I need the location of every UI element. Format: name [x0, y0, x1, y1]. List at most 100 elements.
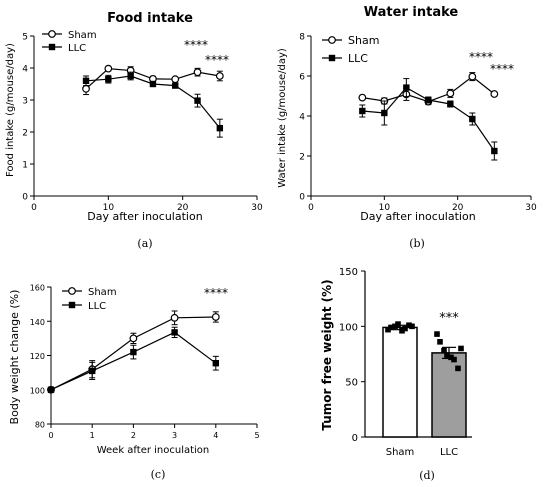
panel-body-weight: Body weight change (%) Week after inocul… — [8, 284, 260, 482]
point-sham — [468, 72, 477, 81]
x-tick-label: 4 — [213, 431, 218, 440]
x-tick-label: LLC — [440, 447, 458, 458]
x-tick-label: 10 — [103, 203, 115, 213]
x-axis-label: Day after inoculation — [87, 210, 202, 223]
y-tick-label: 150 — [339, 267, 358, 278]
point-llc — [172, 82, 179, 89]
point-llc — [469, 115, 476, 123]
significance-label: **** — [204, 286, 228, 300]
significance-label: **** — [469, 50, 493, 64]
x-tick-label: 30 — [251, 203, 263, 213]
caption: (b) — [409, 237, 425, 250]
data-point — [451, 356, 457, 363]
legend-marker — [68, 301, 76, 309]
legend-marker — [48, 30, 56, 38]
legend-label: LLC — [88, 301, 106, 312]
chart-title: Water intake — [364, 5, 459, 20]
legend-label: Sham — [348, 34, 379, 47]
point-llc — [381, 109, 388, 117]
point-sham — [82, 84, 90, 93]
x-axis-label: Day after inoculation — [360, 210, 475, 223]
point-sham — [211, 313, 220, 321]
y-tick-label: 100 — [339, 322, 358, 333]
data-point — [409, 323, 415, 330]
data-point — [458, 345, 464, 352]
data-point — [388, 324, 394, 331]
y-tick-label: 5 — [22, 33, 28, 43]
bar-sham — [382, 326, 418, 438]
panel-tumor-free-weight: Tumor free weight (%) (d) 0 50 100 150 Sham L… — [320, 267, 472, 482]
x-tick-label: 5 — [254, 431, 259, 440]
legend-marker — [328, 36, 336, 44]
point-llc — [105, 76, 112, 83]
data-point — [434, 331, 440, 337]
x-tick-label: 3 — [172, 431, 177, 440]
caption: (a) — [137, 237, 152, 250]
chart-title: Food intake — [107, 11, 193, 26]
data-point — [402, 325, 408, 332]
y-tick-label: 1 — [22, 161, 28, 171]
y-tick-label: 8 — [299, 33, 305, 43]
point-sham — [170, 313, 179, 322]
y-tick-label: 4 — [299, 113, 305, 123]
point-llc — [491, 147, 498, 155]
panel-food-intake: Food intake Food intake (g/mouse/day) Da… — [5, 11, 263, 250]
point-sham — [129, 334, 138, 343]
legend-label: LLC — [348, 52, 368, 65]
point-llc — [89, 367, 96, 375]
data-point — [395, 321, 401, 327]
legend-label: Sham — [88, 287, 117, 298]
significance-label: **** — [205, 53, 229, 67]
data-point — [444, 352, 450, 358]
y-axis-label: Food intake (g/mouse/day) — [5, 43, 16, 177]
point-sham — [193, 68, 202, 77]
y-tick-label: 4 — [22, 65, 28, 75]
point-sham — [446, 89, 455, 98]
x-tick-label: 20 — [452, 203, 464, 213]
point-sham — [490, 90, 499, 98]
point-sham — [171, 75, 180, 84]
y-axis-label: Water intake (g/mouse/day) — [277, 48, 288, 188]
point-llc — [149, 80, 157, 88]
data-point — [455, 365, 461, 372]
y-tick-label: 2 — [299, 153, 305, 163]
data-point — [441, 347, 447, 354]
y-tick-label: 0 — [299, 193, 305, 203]
legend-label: Sham — [68, 30, 97, 41]
point-llc — [47, 386, 55, 393]
x-tick-label: 10 — [379, 203, 391, 213]
y-tick-label: 3 — [22, 97, 28, 107]
data-point — [399, 327, 405, 334]
point-llc — [403, 84, 410, 91]
y-tick-label: 0 — [22, 193, 28, 203]
caption: (c) — [151, 468, 166, 481]
y-tick-label: 2 — [22, 129, 28, 139]
point-llc — [212, 360, 219, 367]
y-tick-label: 80 — [35, 421, 45, 430]
data-point — [437, 339, 443, 345]
x-tick-label: 0 — [308, 203, 314, 213]
legend-label: LLC — [68, 43, 86, 54]
caption: (d) — [419, 469, 435, 482]
x-tick-label: 30 — [525, 203, 537, 213]
y-tick-label: 50 — [345, 378, 358, 389]
point-llc — [359, 107, 366, 115]
x-tick-label: 1 — [90, 431, 95, 440]
point-llc — [82, 77, 90, 84]
point-llc — [216, 124, 224, 132]
data-point — [385, 326, 391, 333]
significance-label: **** — [184, 38, 208, 52]
y-tick-label: 160 — [30, 284, 45, 293]
point-llc — [194, 97, 201, 104]
legend-marker — [328, 54, 336, 62]
x-tick-label: Sham — [386, 447, 415, 458]
legend-marker — [48, 43, 56, 51]
y-tick-label: 140 — [30, 318, 45, 327]
y-tick-label: 0 — [352, 433, 358, 444]
point-sham — [104, 64, 113, 73]
y-tick-label: 120 — [30, 352, 45, 361]
significance-label: *** — [439, 311, 459, 326]
panel-water-intake: Water intake Water intake (g/mouse/day) … — [277, 5, 537, 250]
bar-llc — [431, 352, 467, 438]
y-axis-label: Body weight change (%) — [8, 290, 21, 425]
